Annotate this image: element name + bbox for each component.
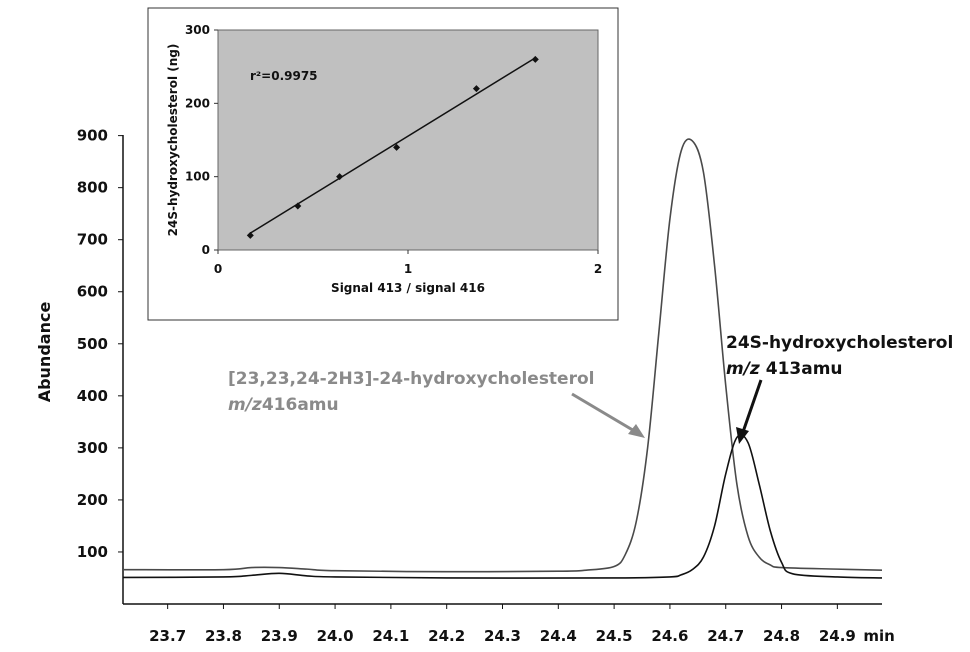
main-x-tick-label: 24.8 (763, 627, 800, 645)
inset-data-point (246, 231, 254, 239)
annotation-arrow-dark (736, 379, 763, 444)
inset-r2-label: r²=0.9975 (250, 69, 318, 83)
annotation-native-mz: m/z 413amu (726, 359, 843, 379)
inset-x-tick-label: 1 (404, 262, 412, 276)
series-deuterated-416-line (122, 138, 883, 573)
inset-points (246, 55, 539, 239)
main-x-tick-label: 24.9 (819, 627, 856, 645)
main-x-tick-label: 24.0 (317, 627, 354, 645)
inset-data-point (472, 85, 480, 93)
main-y-tick-labels: 100 200 300 400 500 600 700 800 900 (77, 127, 123, 561)
inset-y-tick-label: 300 (185, 23, 210, 37)
main-x-tick-label: 23.7 (149, 627, 186, 645)
inset-calibration-chart: 0 1 2 0 100 200 300 r²=0.9975 Signal 413 / si… (147, 7, 619, 321)
inset-x-axis-label: Signal 413 / signal 416 (331, 281, 485, 295)
inset-data-point (294, 202, 302, 210)
inset-y-tick-label: 200 (185, 96, 210, 110)
main-x-tick-label: 23.8 (205, 627, 242, 645)
inset-y-tick-labels: 0 100 200 300 (185, 23, 218, 257)
annotation-deuterated-label: [23,23,24-2H3]-24-hydroxycholesterol (228, 369, 594, 389)
main-y-axis-label: Abundance (35, 302, 54, 403)
inset-data-point (393, 143, 401, 151)
main-x-tick-label: 23.9 (261, 627, 298, 645)
inset-data-point (336, 173, 344, 181)
inset-x-tick-labels: 0 1 2 (214, 250, 602, 276)
main-series (122, 138, 883, 579)
main-x-tick-label: 24.2 (428, 627, 465, 645)
annotation-native-label: 24S-hydroxycholesterol (726, 333, 953, 353)
inset-x-tick-label: 2 (594, 262, 602, 276)
main-y-tick-label: 200 (77, 491, 108, 509)
main-x-tick-labels: 23.7 23.8 23.9 24.0 24.1 24.2 24.3 24.4 24.5 24.6… (149, 604, 895, 645)
inset-plot-area (217, 29, 599, 251)
annotation-arrow-gray (571, 392, 645, 438)
main-y-tick-label: 800 (77, 179, 108, 197)
main-x-tick-label: 24.5 (596, 627, 633, 645)
inset-x-tick-label: 0 (214, 262, 222, 276)
inset-y-tick-label: 0 (202, 243, 210, 257)
inset-y-tick-label: 100 (185, 170, 210, 184)
main-x-tick-label: 24.6 (651, 627, 688, 645)
series-native-413-line (122, 433, 883, 579)
main-x-tick-label: 24.7 (707, 627, 744, 645)
main-y-tick-label: 300 (77, 439, 108, 457)
main-x-tick-label: 24.3 (484, 627, 521, 645)
main-x-tick-label: 24.4 (540, 627, 577, 645)
main-x-unit-label: min (863, 627, 894, 645)
main-y-tick-label: 900 (77, 127, 108, 145)
inset-y-axis-label: 24S-hydroxycholesterol (ng) (166, 44, 180, 237)
main-x-tick-label: 24.1 (372, 627, 409, 645)
main-y-tick-label: 400 (77, 387, 108, 405)
main-y-tick-label: 100 (77, 543, 108, 561)
inset-data-point (531, 55, 539, 63)
main-y-tick-label: 700 (77, 231, 108, 249)
main-y-tick-label: 500 (77, 335, 108, 353)
main-y-tick-label: 600 (77, 283, 108, 301)
annotation-deuterated-mz: m/z416amu (228, 395, 339, 415)
